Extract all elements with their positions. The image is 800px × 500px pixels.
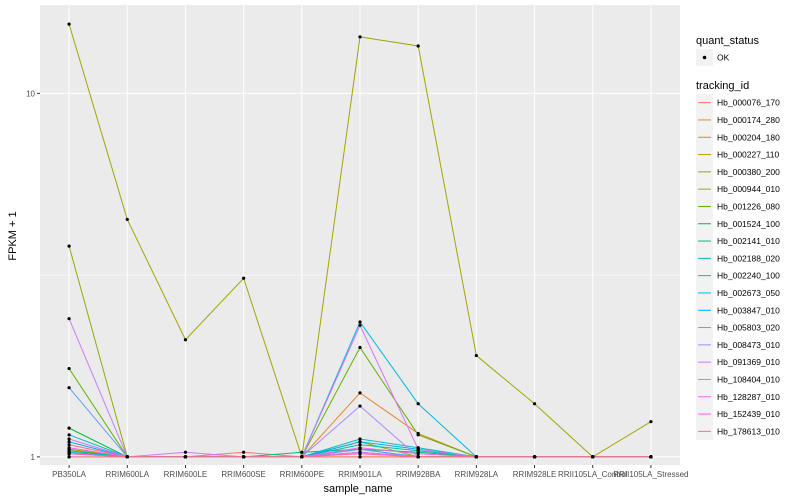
data-point: [242, 276, 246, 280]
data-point: [416, 447, 420, 451]
data-point: [358, 35, 362, 39]
data-point: [183, 338, 188, 342]
data-point: [242, 455, 246, 459]
data-point: [358, 437, 362, 441]
y-axis: 1 10: [26, 89, 40, 462]
y-axis-title: FPKM + 1: [7, 211, 19, 260]
legend: quant_status tracking_id OK Hb_000076_170…: [696, 35, 780, 440]
y-tick-label: 1: [31, 453, 36, 462]
legend-label: Hb_000227_110: [717, 150, 780, 160]
legend-label: Hb_091369_010: [717, 357, 780, 367]
data-points: [67, 22, 653, 459]
data-point: [532, 455, 537, 459]
x-tick-label: RRIM600PE: [280, 470, 324, 479]
legend-label: Hb_008473_010: [717, 340, 780, 350]
data-point: [532, 402, 537, 406]
legend-label: Hb_178613_010: [717, 426, 780, 436]
data-point: [67, 440, 71, 444]
legend-label: Hb_000076_170: [717, 98, 780, 108]
data-point: [416, 452, 420, 456]
data-point: [67, 452, 71, 456]
x-tick-label: RRIM928LE: [513, 470, 557, 479]
data-point: [649, 455, 653, 459]
legend-label: Hb_001226_080: [717, 201, 780, 211]
data-point: [358, 323, 362, 327]
data-point: [242, 450, 246, 454]
line-legend-title: tracking_id: [696, 80, 749, 92]
data-point: [358, 345, 362, 350]
data-point: [416, 44, 420, 48]
legend-label: Hb_000204_180: [717, 132, 780, 142]
legend-label: Hb_128287_010: [717, 392, 780, 402]
data-point: [67, 437, 71, 441]
data-point: [358, 404, 362, 408]
data-point: [649, 420, 653, 424]
data-point: [67, 433, 71, 437]
data-point: [67, 22, 71, 26]
data-point: [358, 455, 362, 459]
x-tick-label: RRII105LA_Stressed: [613, 470, 688, 479]
legend-label: Hb_000174_280: [717, 115, 780, 125]
x-tick-label: RRIM600LE: [164, 470, 208, 479]
legend-label: Hb_002240_100: [717, 271, 780, 281]
data-point: [300, 450, 304, 454]
data-point: [358, 320, 362, 324]
legend-label: Hb_000944_010: [717, 184, 780, 194]
data-point: [591, 455, 595, 459]
data-point: [416, 455, 420, 459]
point-legend-marker: [702, 55, 707, 60]
point-legend-title: quant_status: [696, 35, 759, 47]
x-axis: PB350LA RRIM600LA RRIM600LE RRIM600SE RRIM60…: [52, 465, 688, 479]
legend-label: Hb_002188_020: [717, 253, 780, 263]
x-axis-title: sample_name: [323, 483, 392, 495]
data-point: [67, 443, 71, 447]
data-point: [67, 386, 71, 390]
data-point: [358, 443, 362, 447]
data-point: [125, 217, 129, 222]
data-point: [67, 455, 71, 459]
x-tick-label: RRIM901LA: [338, 470, 382, 479]
y-tick-label: 10: [26, 89, 35, 98]
data-point: [474, 353, 478, 358]
data-point: [125, 455, 129, 459]
x-tick-label: RRII105LA_Control: [558, 470, 628, 479]
legend-label: Hb_108404_010: [717, 374, 780, 384]
legend-label: Hb_152439_010: [717, 409, 780, 419]
data-point: [67, 446, 71, 450]
data-point: [67, 317, 71, 321]
data-point: [358, 391, 362, 395]
data-point: [67, 366, 71, 371]
legend-label: Hb_003847_010: [717, 305, 780, 315]
data-point: [358, 446, 362, 450]
x-tick-label: RRIM928LA: [455, 470, 499, 479]
legend-label: Hb_002141_010: [717, 236, 780, 246]
data-point: [183, 455, 188, 459]
legend-label: Hb_000380_200: [717, 167, 780, 177]
x-tick-label: RRIM600LA: [105, 470, 149, 479]
x-tick-label: PB350LA: [52, 470, 86, 479]
legend-label: Hb_005803_020: [717, 323, 780, 333]
data-point: [67, 244, 71, 248]
x-tick-label: RRIM600SE: [221, 470, 265, 479]
data-point: [300, 455, 304, 459]
data-point: [416, 433, 420, 437]
data-point: [358, 440, 362, 444]
data-point: [67, 426, 71, 430]
data-point: [358, 452, 362, 456]
legend-label: Hb_001524_100: [717, 219, 780, 229]
data-point: [474, 455, 478, 459]
point-legend-label: OK: [717, 53, 730, 63]
legend-label: Hb_002673_050: [717, 288, 780, 298]
x-tick-label: RRIM928BA: [396, 470, 441, 479]
data-point: [416, 402, 420, 406]
data-point: [183, 450, 188, 454]
plot-panel: [40, 5, 680, 465]
